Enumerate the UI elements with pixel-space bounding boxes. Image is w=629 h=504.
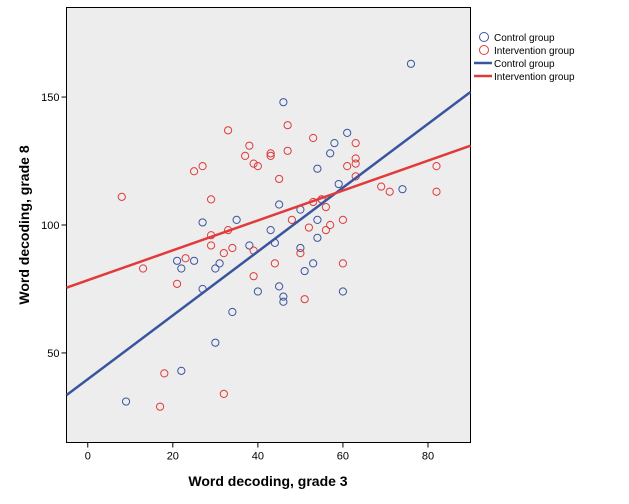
intervention-point [321, 202, 331, 212]
control-point [334, 179, 343, 189]
intervention-point [266, 151, 275, 161]
legend-intervention-marker-label: Intervention group [494, 46, 575, 57]
control-point [189, 256, 199, 265]
intervention-point [117, 192, 126, 201]
intervention-point [270, 259, 279, 268]
intervention-fit-line [66, 144, 471, 289]
intervention-point [343, 162, 352, 171]
control-point [253, 287, 262, 296]
intervention-point [338, 215, 348, 224]
intervention-point [155, 402, 165, 411]
control-point [177, 366, 186, 375]
control-point [245, 241, 254, 250]
intervention-point [249, 272, 258, 281]
control-point [228, 307, 237, 317]
control-point [300, 266, 309, 276]
legend: Control group Intervention group Control… [474, 32, 575, 83]
x-tick-label: 40 [252, 451, 264, 463]
control-point [313, 164, 322, 173]
control-point [313, 233, 322, 242]
control-point [326, 149, 335, 158]
intervention-point [385, 187, 394, 196]
intervention-point [245, 141, 254, 150]
x-tick-label: 60 [337, 451, 349, 463]
control-point [279, 297, 288, 306]
intervention-point [249, 159, 258, 168]
intervention-point [138, 264, 148, 273]
intervention-point [300, 295, 309, 304]
x-tick-label: 0 [85, 451, 91, 463]
intervention-point [206, 195, 216, 204]
intervention-point [253, 162, 262, 171]
control-point [279, 292, 288, 301]
fit-lines-layer [65, 90, 472, 397]
control-point [338, 287, 348, 296]
intervention-point [219, 249, 228, 258]
control-fit-line [65, 90, 472, 397]
legend-intervention-marker [479, 45, 489, 55]
x-tick-label: 20 [167, 451, 179, 463]
x-axis-title: Word decoding, grade 3 [188, 473, 347, 489]
intervention-point [198, 162, 207, 171]
legend-control-line-label: Control group [494, 59, 555, 70]
y-axis-title: Word decoding, grade 8 [16, 145, 32, 304]
control-point [172, 256, 182, 265]
control-point [121, 397, 131, 406]
intervention-point [266, 149, 275, 158]
intervention-point [304, 223, 313, 232]
intervention-point [351, 159, 360, 168]
intervention-point [326, 220, 335, 230]
y-ticks: 50 100 150 [41, 92, 67, 360]
intervention-point [228, 243, 237, 253]
intervention-point [283, 121, 292, 130]
legend-intervention-line-label: Intervention group [494, 72, 575, 83]
control-point [343, 128, 352, 137]
intervention-point [351, 139, 360, 148]
intervention-point [160, 369, 169, 378]
control-point [177, 264, 186, 273]
control-point [275, 282, 284, 291]
control-point [296, 243, 305, 253]
control-point [279, 98, 288, 107]
intervention-point [287, 215, 296, 224]
intervention-point [206, 241, 216, 250]
x-ticks: 0 20 40 60 80 [85, 442, 434, 463]
y-tick-label: 100 [41, 220, 59, 232]
intervention-point [275, 174, 284, 184]
intervention-point [351, 154, 360, 163]
intervention-point [432, 162, 441, 171]
intervention-point [321, 226, 331, 235]
y-tick-label: 150 [41, 92, 59, 104]
control-point [330, 139, 339, 148]
intervention-point [309, 133, 318, 143]
control-point [211, 338, 220, 347]
intervention-point [296, 249, 305, 258]
x-tick-label: 80 [422, 451, 434, 463]
intervention-point [224, 126, 233, 135]
control-point [309, 259, 318, 268]
legend-control-marker [479, 32, 489, 42]
control-point [313, 215, 322, 224]
intervention-point [432, 187, 441, 196]
plot-area [66, 7, 471, 443]
y-tick-label: 50 [47, 348, 59, 360]
legend-control-marker-label: Control group [494, 33, 555, 44]
intervention-point [189, 167, 199, 176]
control-point [215, 259, 224, 268]
control-point [275, 200, 284, 209]
control-point [398, 185, 407, 194]
intervention-point [219, 389, 228, 398]
intervention-point [241, 151, 250, 161]
control-point [266, 226, 275, 235]
intervention-point [338, 259, 348, 268]
control-point [406, 59, 416, 68]
control-point [232, 215, 241, 224]
intervention-point [172, 279, 182, 288]
control-point [211, 264, 220, 273]
intervention-point [181, 254, 190, 263]
intervention-point [283, 146, 292, 155]
control-point [198, 218, 207, 227]
intervention-point [377, 182, 386, 191]
